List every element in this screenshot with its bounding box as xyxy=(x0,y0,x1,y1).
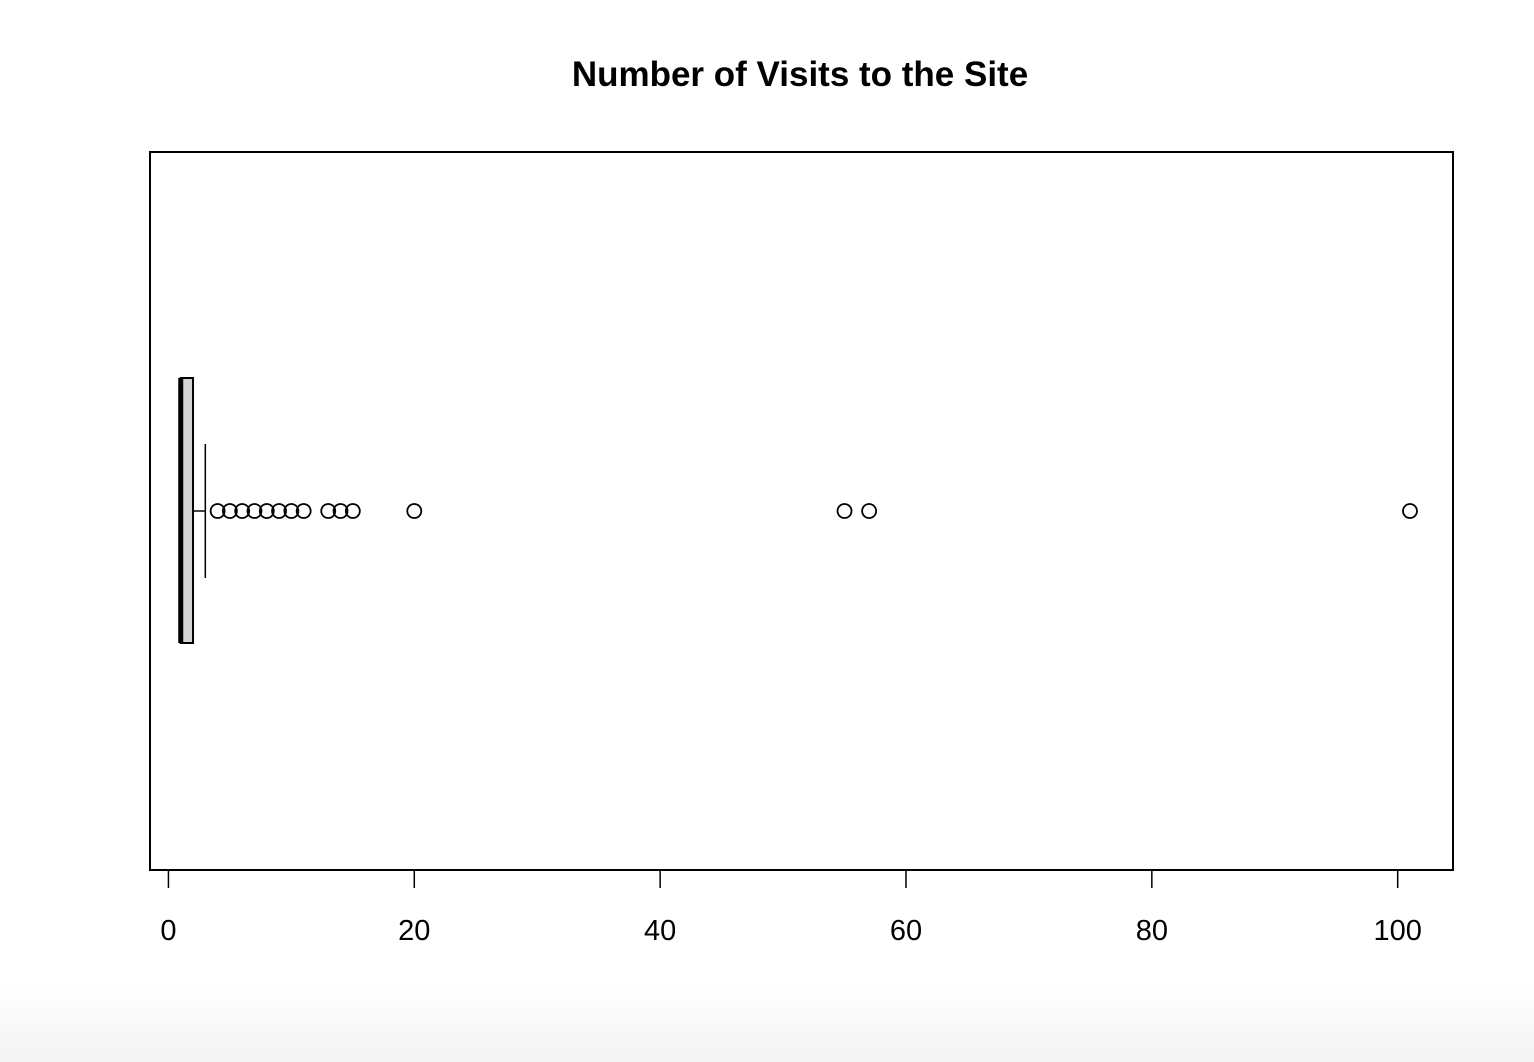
outlier-point xyxy=(320,503,337,519)
outlier-point xyxy=(1402,503,1418,519)
bottom-fade xyxy=(0,982,1534,1062)
boxplot-chart: Number of Visits to the Site 0 20 40 60 80 10… xyxy=(149,55,1454,947)
outlier-point xyxy=(222,503,238,519)
outlier-point xyxy=(332,503,349,519)
chart-title: Number of Visits to the Site xyxy=(572,55,1028,94)
x-tick-label: 40 xyxy=(644,915,676,947)
x-tick-label: 0 xyxy=(160,915,176,947)
x-tick-label: 20 xyxy=(398,915,430,947)
box-group xyxy=(178,377,207,644)
x-tick-label: 60 xyxy=(890,915,922,947)
outlier-point xyxy=(406,503,423,519)
outlier-point xyxy=(344,503,361,519)
outlier-point xyxy=(258,503,275,519)
x-tick-label: 80 xyxy=(1136,915,1168,947)
x-tick-label: 100 xyxy=(1373,915,1421,947)
outlier-point xyxy=(246,503,263,519)
outlier-point xyxy=(271,503,287,519)
outlier-point xyxy=(836,503,853,519)
outlier-point xyxy=(234,503,251,519)
outlier-point xyxy=(861,503,878,519)
x-axis: 0 20 40 60 80 100 xyxy=(160,869,1422,947)
outlier-point xyxy=(283,503,300,519)
outlier-point xyxy=(209,503,226,519)
outlier-points xyxy=(209,503,1418,519)
outlier-point xyxy=(295,503,312,519)
